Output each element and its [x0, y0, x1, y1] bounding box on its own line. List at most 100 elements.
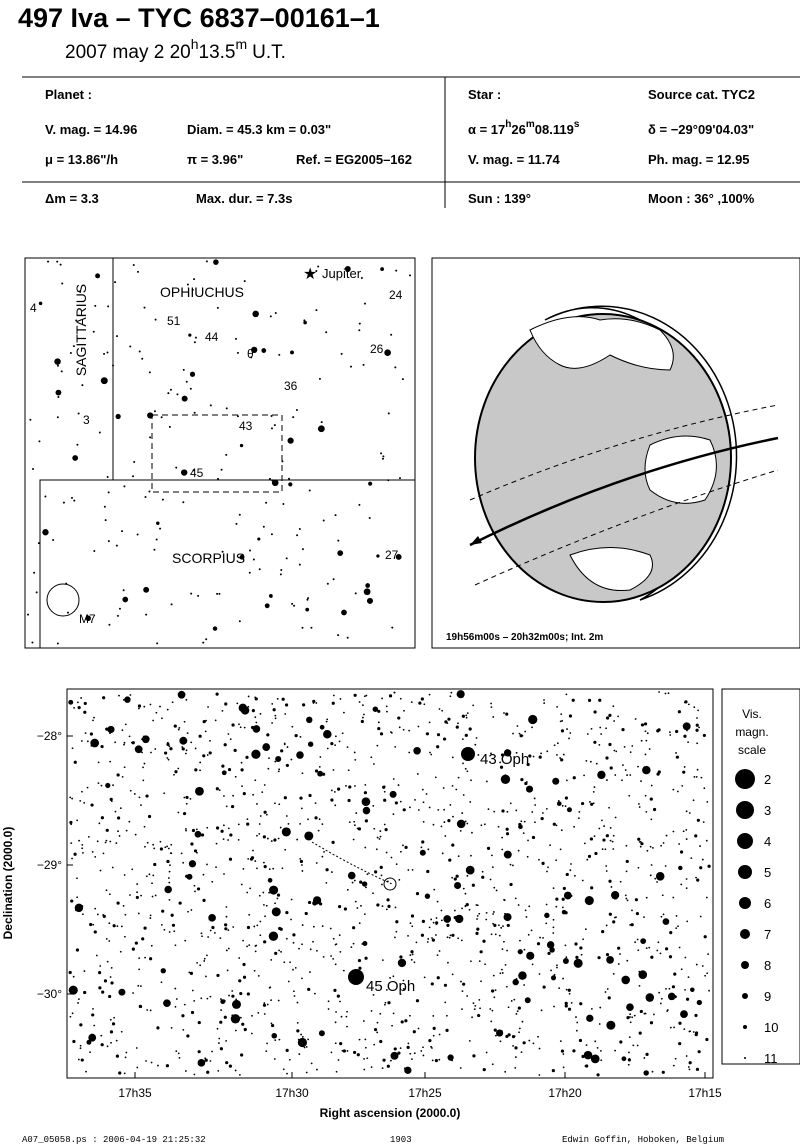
- star: [280, 568, 283, 571]
- star: [564, 805, 567, 807]
- star: [223, 873, 225, 875]
- star: [193, 849, 198, 853]
- star: [428, 1039, 432, 1043]
- star: [93, 550, 96, 553]
- star: [246, 822, 250, 826]
- star: [358, 322, 361, 325]
- star: [301, 943, 303, 946]
- star: [505, 1034, 509, 1039]
- star: [559, 1040, 562, 1043]
- star: [472, 1054, 476, 1058]
- star: [694, 834, 698, 838]
- star: [438, 708, 441, 710]
- star: [268, 477, 271, 480]
- star: [383, 790, 386, 793]
- star: [506, 949, 509, 952]
- star: [683, 766, 686, 768]
- star: [413, 961, 416, 964]
- star: [545, 903, 548, 906]
- star: [334, 943, 337, 946]
- star: [442, 737, 447, 741]
- star: [457, 776, 460, 779]
- star: [103, 979, 108, 983]
- star: [626, 959, 629, 962]
- star: [471, 883, 475, 887]
- label: Ref. = EG2005–162: [296, 152, 412, 167]
- star: [643, 916, 645, 919]
- star: [296, 751, 304, 759]
- star: [89, 922, 93, 927]
- star: [321, 823, 324, 826]
- star: [705, 839, 708, 842]
- star: [380, 267, 384, 271]
- star: [673, 1026, 676, 1029]
- star: [678, 1042, 682, 1046]
- star: [475, 904, 478, 906]
- star: [288, 1058, 291, 1061]
- star: [667, 992, 676, 1001]
- star: [685, 887, 688, 890]
- star: [523, 984, 526, 986]
- star: [625, 870, 628, 873]
- star: [236, 351, 239, 354]
- star: [481, 875, 485, 879]
- star: [494, 1034, 497, 1037]
- star: [159, 527, 162, 530]
- star: [307, 1038, 310, 1041]
- star: [301, 626, 304, 629]
- star: [464, 892, 467, 895]
- star: [605, 756, 609, 760]
- star: [382, 455, 385, 458]
- star: [417, 1027, 420, 1030]
- star: [193, 411, 196, 414]
- star: [150, 751, 152, 754]
- star: [106, 1045, 109, 1048]
- label: Sun : 139°: [468, 191, 531, 206]
- star: [440, 919, 443, 922]
- star: [72, 345, 75, 348]
- star: [168, 931, 171, 933]
- star: [235, 998, 238, 1001]
- star: [644, 730, 647, 733]
- star: [143, 586, 150, 593]
- star: [614, 1049, 617, 1052]
- star: [549, 947, 555, 953]
- star: [77, 412, 80, 415]
- star: [242, 975, 247, 979]
- star: [700, 776, 703, 779]
- star: [427, 938, 430, 940]
- star: [480, 824, 483, 827]
- star: [376, 1021, 379, 1024]
- x-tick-label: 17h25: [408, 1086, 442, 1100]
- star: [352, 838, 355, 841]
- star: [136, 533, 139, 536]
- star: [399, 1047, 402, 1050]
- star: [68, 699, 74, 705]
- star: [223, 743, 227, 747]
- star: [447, 717, 451, 721]
- star: [533, 797, 536, 800]
- star: [622, 764, 624, 767]
- label: V. mag. = 14.96: [45, 122, 137, 137]
- star: [167, 392, 170, 395]
- star: [680, 883, 683, 886]
- star: [504, 1070, 507, 1073]
- star: [114, 810, 117, 813]
- star: [262, 743, 271, 751]
- star: [123, 766, 126, 769]
- star: [308, 489, 311, 492]
- star: [669, 731, 671, 734]
- star: [185, 795, 189, 800]
- star: [120, 925, 123, 928]
- star: [425, 793, 428, 795]
- star: [334, 1042, 337, 1045]
- star: [325, 331, 328, 334]
- star: [330, 742, 334, 746]
- star: [582, 938, 585, 941]
- star: [307, 741, 314, 747]
- star: [79, 1023, 83, 1027]
- star: [438, 1033, 441, 1036]
- star: [255, 721, 258, 724]
- star: [271, 1023, 275, 1028]
- star-label: 36: [284, 379, 298, 393]
